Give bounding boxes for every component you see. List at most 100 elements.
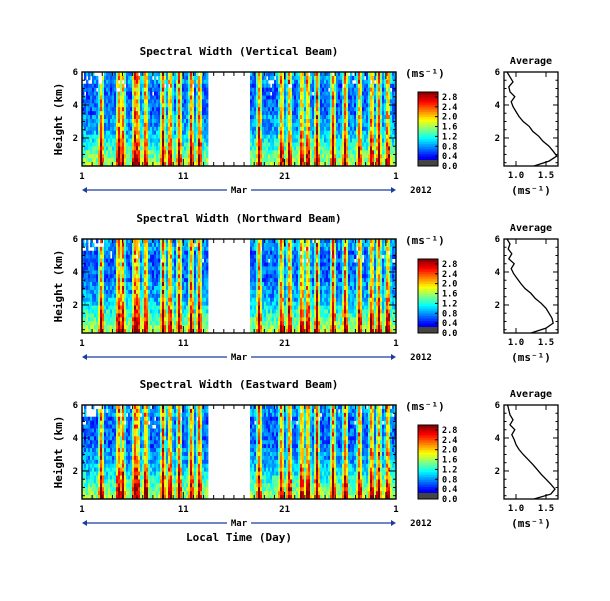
colorbar-tick-label: 0.0 <box>442 495 457 505</box>
x-axis-label: Local Time (Day) <box>186 531 292 544</box>
month-label: Mar <box>231 186 248 196</box>
average-frame <box>503 404 559 500</box>
average-title: Average <box>510 56 552 67</box>
colorbar-tick-label: 1.2 <box>442 465 457 475</box>
average-x-tick-label: 1.5 <box>538 338 554 348</box>
colorbar-tick-label: 2.4 <box>442 436 457 446</box>
colorbar-frame <box>417 91 439 167</box>
colorbar-tick-label: 1.2 <box>442 299 457 309</box>
y-tick-label: 6 <box>73 401 78 411</box>
x-tick-label: 21 <box>279 339 290 349</box>
average-title: Average <box>510 223 552 234</box>
x-tick-label: 1 <box>79 505 84 515</box>
x-tick-label: 1 <box>393 339 398 349</box>
y-axis-label: Height (km) <box>52 83 65 156</box>
x-tick-label: 21 <box>279 172 290 182</box>
panel-3: Spectral Width (Eastward Beam) 2 4 6 Height … <box>52 378 559 544</box>
average-x-label: (ms⁻¹) <box>511 184 551 197</box>
colorbar-tick-label: 0.8 <box>442 142 457 152</box>
panel-title: Spectral Width (Eastward Beam) <box>140 378 339 391</box>
colorbar-tick-label: 2.8 <box>442 260 457 270</box>
month-arrow-left <box>82 520 87 526</box>
colorbar-tick-label: 2.0 <box>442 280 457 290</box>
y-tick-label: 2 <box>73 467 78 477</box>
colorbar-unit: (ms⁻¹) <box>405 400 445 413</box>
heatmap <box>82 72 397 167</box>
average-x-tick-label: 1.0 <box>508 171 524 181</box>
colorbar-frame <box>417 424 439 500</box>
average-x-tick-label: 1.0 <box>508 338 524 348</box>
colorbar-unit: (ms⁻¹) <box>405 234 445 247</box>
plot-frame <box>81 238 397 334</box>
colorbar-tick-label: 2.0 <box>442 446 457 456</box>
colorbar-tick-label: 0.4 <box>442 485 457 495</box>
colorbar-tick-label: 1.2 <box>442 132 457 142</box>
average-x-label: (ms⁻¹) <box>511 351 551 364</box>
year-label: 2012 <box>410 519 432 529</box>
plot-frame <box>81 71 397 167</box>
average-y-tick-label: 2 <box>495 467 500 477</box>
average-y-tick-label: 6 <box>495 401 500 411</box>
x-tick-label: 1 <box>393 172 398 182</box>
average-y-tick-label: 6 <box>495 235 500 245</box>
y-tick-label: 4 <box>73 268 79 278</box>
average-profile-line <box>506 404 556 500</box>
month-arrow-left <box>82 354 87 360</box>
x-tick-label: 11 <box>178 339 189 349</box>
average-profile-line <box>506 238 554 334</box>
average-frame <box>503 238 559 334</box>
x-tick-label: 11 <box>178 505 189 515</box>
average-y-tick-label: 4 <box>495 434 501 444</box>
colorbar-frame <box>417 258 439 334</box>
x-tick-label: 1 <box>79 172 84 182</box>
average-y-tick-label: 2 <box>495 301 500 311</box>
colorbar-unit: (ms⁻¹) <box>405 67 445 80</box>
x-tick-label: 1 <box>393 505 398 515</box>
y-tick-label: 6 <box>73 68 78 78</box>
average-x-tick-label: 1.0 <box>508 504 524 514</box>
average-title: Average <box>510 389 552 400</box>
colorbar-tick-label: 2.8 <box>442 93 457 103</box>
y-axis-label: Height (km) <box>52 250 65 323</box>
colorbar-tick-label: 2.4 <box>442 103 457 113</box>
average-profile-panel: Average 2 4 6 1.0 1.5 (ms⁻¹) <box>495 223 559 364</box>
heatmap <box>82 405 397 500</box>
heatmap <box>82 239 397 334</box>
x-tick-label: 21 <box>279 505 290 515</box>
colorbar-tick-label: 0.0 <box>442 329 457 339</box>
month-arrow-right <box>391 187 396 193</box>
panel-title: Spectral Width (Vertical Beam) <box>140 45 339 58</box>
y-tick-label: 2 <box>73 134 78 144</box>
y-tick-label: 4 <box>73 101 79 111</box>
panel-2: Spectral Width (Northward Beam) 2 4 6 Height… <box>52 212 559 364</box>
average-y-tick-label: 2 <box>495 134 500 144</box>
year-label: 2012 <box>410 353 432 363</box>
panel-title: Spectral Width (Northward Beam) <box>136 212 341 225</box>
plot-frame <box>81 404 397 500</box>
x-tick-label: 11 <box>178 172 189 182</box>
month-label: Mar <box>231 353 248 363</box>
colorbar-tick-label: 1.6 <box>442 456 457 466</box>
average-x-tick-label: 1.5 <box>538 504 554 514</box>
y-tick-label: 6 <box>73 235 78 245</box>
colorbar-tick-label: 0.8 <box>442 309 457 319</box>
month-label: Mar <box>231 519 248 529</box>
average-profile-line <box>506 71 558 167</box>
average-x-tick-label: 1.5 <box>538 171 554 181</box>
y-tick-label: 2 <box>73 301 78 311</box>
y-tick-label: 4 <box>73 434 79 444</box>
month-arrow-right <box>391 520 396 526</box>
colorbar-tick-label: 2.4 <box>442 270 457 280</box>
colorbar: 0.00.40.81.21.62.02.42.8 <box>417 258 457 339</box>
colorbar: 0.00.40.81.21.62.02.42.8 <box>417 91 457 172</box>
colorbar-tick-label: 2.8 <box>442 426 457 436</box>
average-profile-panel: Average 2 4 6 1.0 1.5 (ms⁻¹) <box>495 389 559 530</box>
average-frame <box>503 71 559 167</box>
average-y-tick-label: 4 <box>495 101 501 111</box>
colorbar: 0.00.40.81.21.62.02.42.8 <box>417 424 457 505</box>
colorbar-tick-label: 0.0 <box>442 162 457 172</box>
average-x-label: (ms⁻¹) <box>511 517 551 530</box>
month-arrow-right <box>391 354 396 360</box>
year-label: 2012 <box>410 186 432 196</box>
